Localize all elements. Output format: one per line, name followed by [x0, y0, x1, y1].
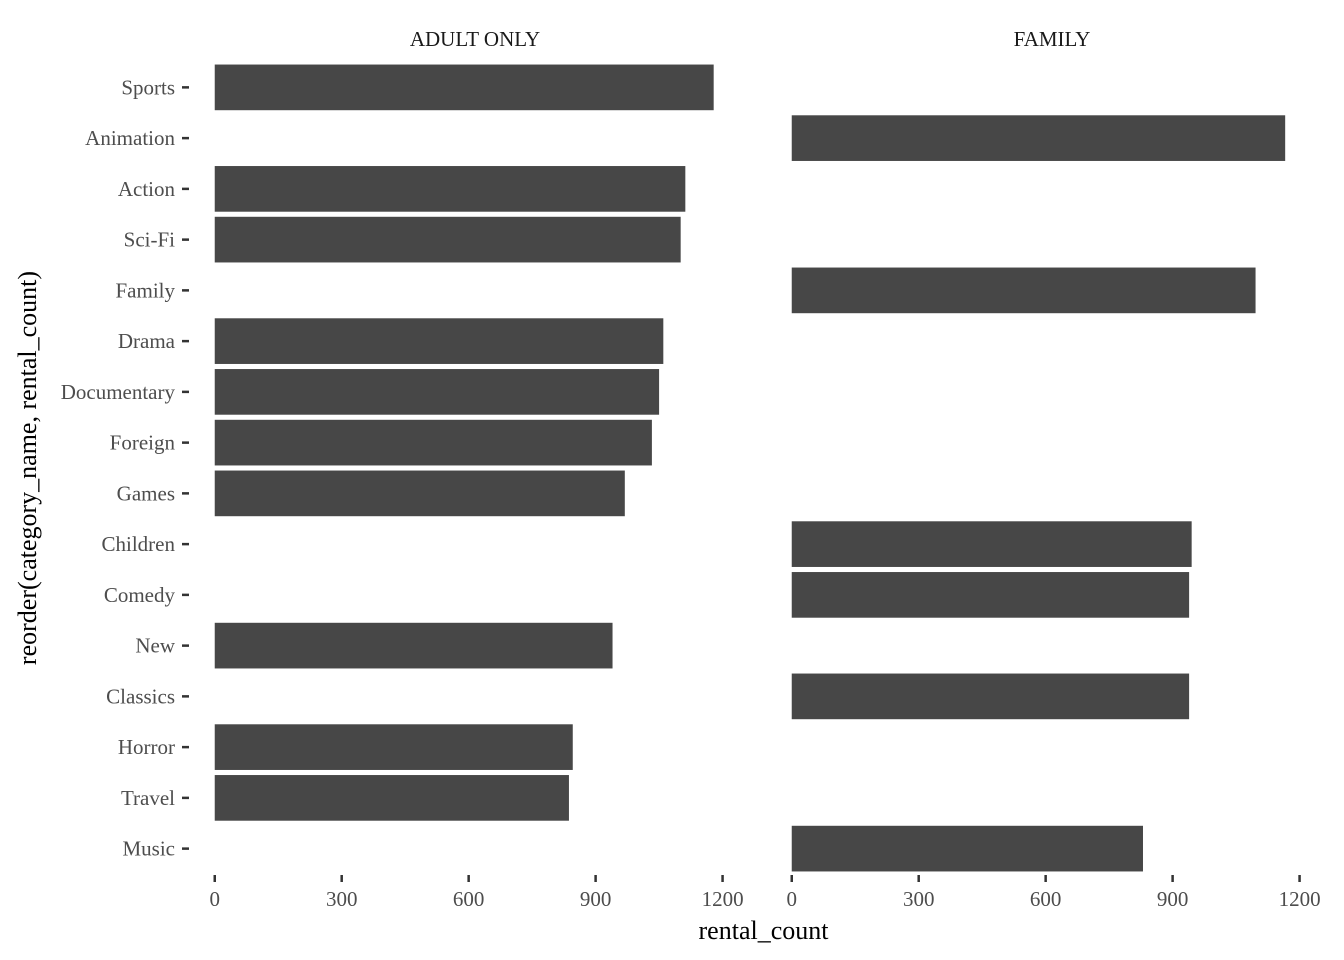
bars-layer — [214, 64, 1286, 872]
x-axis-title: rental_count — [699, 916, 830, 945]
bar-family-classics — [791, 673, 1190, 720]
bar-family-music — [791, 825, 1143, 872]
y-tick-label-new: New — [135, 634, 175, 658]
y-tick-label-foreign: Foreign — [110, 431, 176, 455]
facet-label-adult-only: ADULT ONLY — [410, 27, 540, 51]
bar-adult-only-horror — [214, 724, 573, 770]
bar-adult-only-new — [214, 622, 613, 669]
x-tick-label-2-900: 900 — [1157, 887, 1189, 911]
bar-adult-only-travel — [214, 775, 569, 821]
bar-family-animation — [791, 115, 1286, 161]
y-axis: Sports Animation Action Sci-Fi Family Drama Do… — [61, 75, 189, 861]
y-axis-title: reorder(category_name, rental_count) — [13, 271, 42, 665]
y-tick-label-comedy: Comedy — [104, 583, 176, 607]
bar-adult-only-foreign — [214, 419, 652, 466]
x-tick-label-1-0: 0 — [209, 887, 220, 911]
y-tick-label-drama: Drama — [118, 329, 176, 353]
x-tick-label-1-600: 600 — [453, 887, 485, 911]
bar-family-children — [791, 521, 1192, 567]
bar-adult-only-drama — [214, 318, 664, 364]
y-tick-label-family: Family — [115, 278, 175, 302]
bar-adult-only-sports — [214, 64, 714, 111]
x-tick-label-1-900: 900 — [580, 887, 612, 911]
y-tick-label-children: Children — [102, 532, 176, 556]
x-tick-label-2-600: 600 — [1030, 887, 1062, 911]
bar-adult-only-sci-fi — [214, 216, 681, 263]
y-tick-label-sci-fi: Sci-Fi — [124, 228, 176, 252]
y-tick-label-travel: Travel — [121, 786, 175, 810]
x-axes: 0 300 600 900 1200 0 300 600 900 1200 — [209, 875, 1321, 911]
x-tick-label-1-1200: 1200 — [702, 887, 744, 911]
x-tick-label-2-0: 0 — [786, 887, 797, 911]
x-tick-label-2-300: 300 — [903, 887, 935, 911]
y-tick-label-animation: Animation — [85, 126, 175, 150]
bar-family-family — [791, 267, 1256, 314]
y-tick-label-classics: Classics — [106, 684, 175, 708]
bar-adult-only-games — [214, 470, 625, 517]
y-tick-label-horror: Horror — [118, 735, 175, 759]
bar-family-comedy — [791, 572, 1190, 618]
y-tick-label-sports: Sports — [121, 75, 175, 99]
bar-adult-only-action — [214, 166, 686, 212]
x-tick-label-2-1200: 1200 — [1279, 887, 1321, 911]
y-tick-label-games: Games — [117, 481, 175, 505]
y-tick-label-documentary: Documentary — [61, 380, 176, 404]
x-tick-label-1-300: 300 — [326, 887, 358, 911]
facet-strips: ADULT ONLY FAMILY — [410, 27, 1091, 51]
facet-label-family: FAMILY — [1014, 27, 1091, 51]
y-tick-label-action: Action — [118, 177, 176, 201]
y-tick-label-music: Music — [123, 837, 176, 861]
bar-adult-only-documentary — [214, 369, 660, 415]
